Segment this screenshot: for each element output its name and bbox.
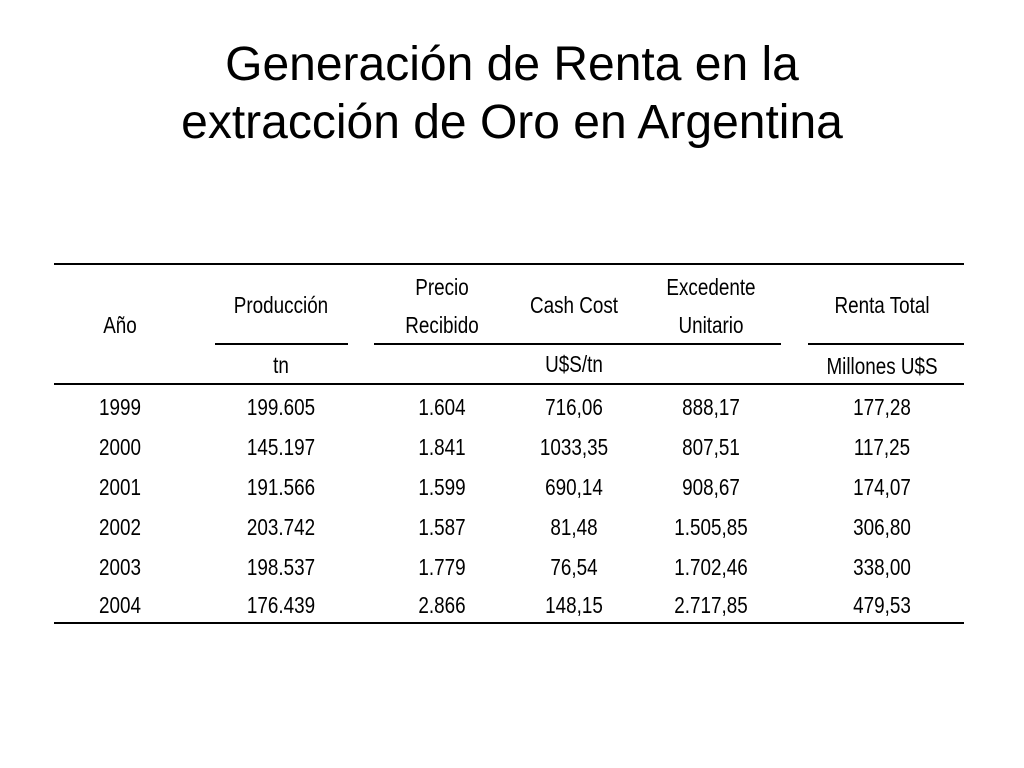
cell-total-rent: 338,00 xyxy=(853,554,911,580)
cell-total-rent: 177,28 xyxy=(853,394,911,420)
header-year: Año xyxy=(103,312,137,338)
cell-total-rent: 117,25 xyxy=(853,434,911,460)
cell-total-rent: 479,53 xyxy=(853,592,911,618)
cell-year: 2004 xyxy=(99,592,141,618)
cell-year: 1999 xyxy=(99,394,141,420)
cell-price: 1.599 xyxy=(418,474,466,500)
cell-surplus: 2.717,85 xyxy=(674,592,748,618)
header-total-rent: Renta Total xyxy=(834,292,930,318)
header-production: Producción xyxy=(233,292,329,318)
cell-production: 176.439 xyxy=(246,592,316,618)
cell-production: 145.197 xyxy=(246,434,316,460)
cell-cash-cost: 81,48 xyxy=(550,514,598,540)
title-line-2: extracción de Oro en Argentina xyxy=(181,96,843,149)
cell-production: 198.537 xyxy=(246,554,316,580)
table-row: 2004 176.439 2.866 148,15 2.717,85 479,5… xyxy=(54,589,964,629)
cell-production: 191.566 xyxy=(246,474,316,500)
title-line-1: Generación de Renta en la xyxy=(225,38,799,91)
cell-production: 203.742 xyxy=(246,514,316,540)
table-row: 2002 203.742 1.587 81,48 1.505,85 306,80 xyxy=(54,511,964,551)
cell-cash-cost: 76,54 xyxy=(550,554,598,580)
cell-total-rent: 306,80 xyxy=(853,514,911,540)
cell-production: 199.605 xyxy=(246,394,316,420)
header-cash-cost: Cash Cost xyxy=(529,292,619,318)
table-row: 2003 198.537 1.779 76,54 1.702,46 338,00 xyxy=(54,551,964,591)
unit-production: tn xyxy=(273,352,289,378)
cell-price: 1.779 xyxy=(418,554,466,580)
cell-cash-cost: 690,14 xyxy=(545,474,603,500)
cell-total-rent: 174,07 xyxy=(853,474,911,500)
table-row: 1999 199.605 1.604 716,06 888,17 177,28 xyxy=(54,391,964,431)
header-surplus-line-2: Unitario xyxy=(678,312,744,338)
cell-cash-cost: 1033,35 xyxy=(539,434,609,460)
cell-price: 1.587 xyxy=(418,514,466,540)
cell-surplus: 908,67 xyxy=(682,474,740,500)
slide-title: Generación de Renta en la extracción de … xyxy=(0,36,1024,152)
header-price-line-2: Recibido xyxy=(405,312,479,338)
unit-total-rent: Millones U$S xyxy=(826,353,938,379)
cell-year: 2003 xyxy=(99,554,141,580)
usd-per-tn-header-rule xyxy=(374,343,781,345)
table-header-bottom-rule xyxy=(54,383,964,385)
cell-cash-cost: 148,15 xyxy=(545,592,603,618)
cell-price: 1.841 xyxy=(418,434,466,460)
cell-surplus: 807,51 xyxy=(682,434,740,460)
total-rent-header-rule xyxy=(808,343,964,345)
cell-price: 1.604 xyxy=(418,394,466,420)
unit-usd-per-tn: U$S/tn xyxy=(545,351,603,377)
cell-year: 2000 xyxy=(99,434,141,460)
cell-price: 2.866 xyxy=(418,592,466,618)
cell-surplus: 1.505,85 xyxy=(674,514,748,540)
table-row: 2001 191.566 1.599 690,14 908,67 174,07 xyxy=(54,471,964,511)
production-header-rule xyxy=(215,343,348,345)
cell-year: 2001 xyxy=(99,474,141,500)
table-bottom-rule xyxy=(54,622,964,624)
cell-cash-cost: 716,06 xyxy=(545,394,603,420)
cell-year: 2002 xyxy=(99,514,141,540)
cell-surplus: 1.702,46 xyxy=(674,554,748,580)
table-top-rule xyxy=(54,263,964,265)
table-row: 2000 145.197 1.841 1033,35 807,51 117,25 xyxy=(54,431,964,471)
header-price-line-1: Precio xyxy=(415,274,469,300)
header-surplus-line-1: Excedente xyxy=(666,274,756,300)
cell-surplus: 888,17 xyxy=(682,394,740,420)
